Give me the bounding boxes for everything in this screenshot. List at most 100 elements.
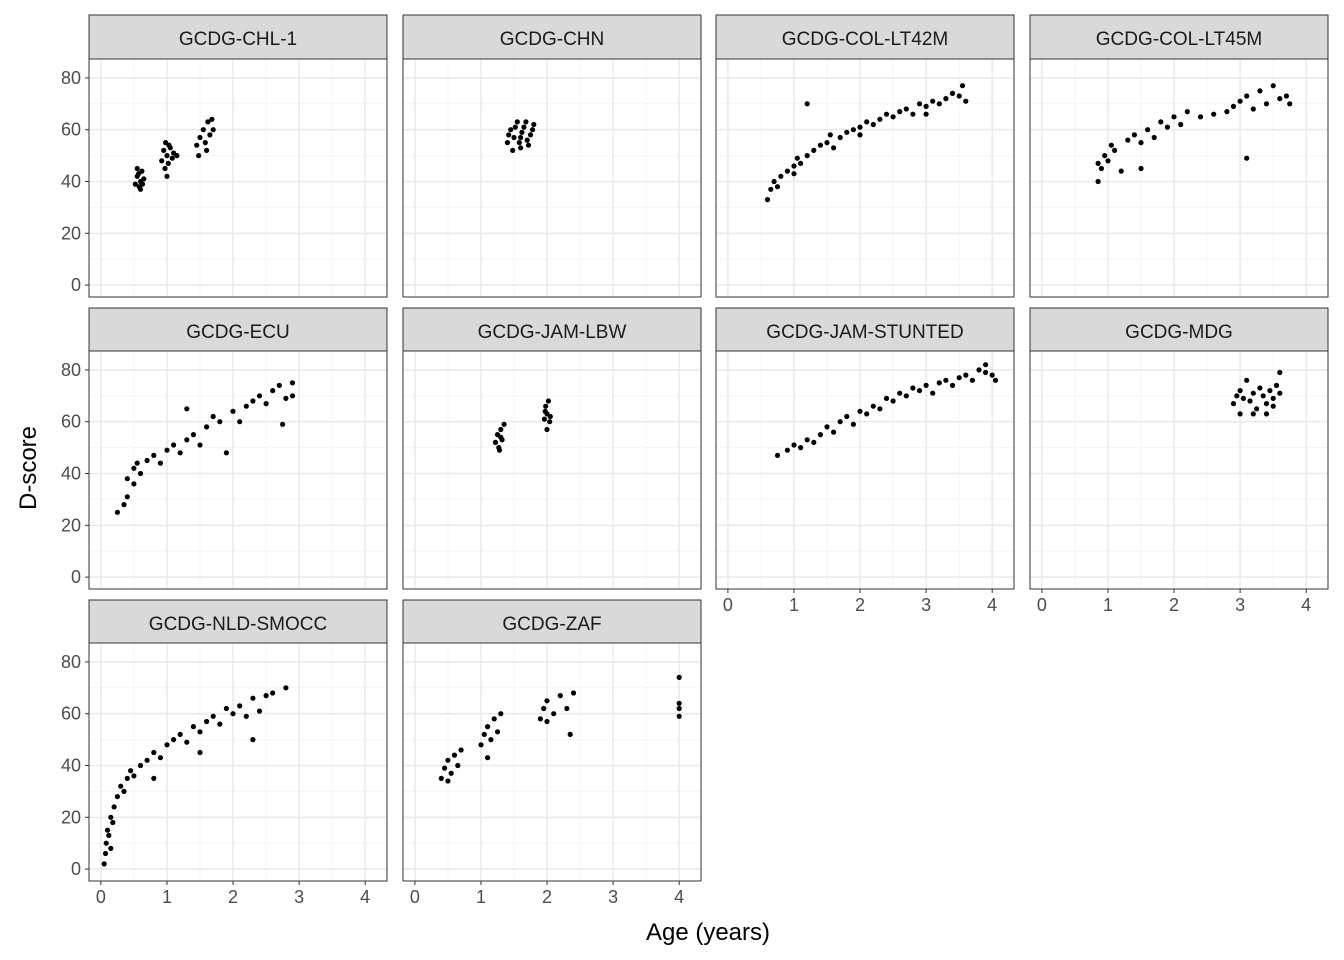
facet-panel: GCDG-CHN	[402, 14, 702, 298]
data-point	[519, 129, 525, 135]
data-point	[1145, 127, 1151, 133]
data-point	[217, 419, 223, 425]
data-point	[1184, 109, 1190, 115]
data-point	[798, 160, 804, 166]
data-point	[184, 406, 190, 412]
data-point	[949, 382, 956, 388]
data-point	[784, 447, 791, 453]
data-point	[1151, 134, 1157, 141]
data-point	[164, 153, 170, 159]
data-point	[910, 111, 916, 117]
x-tick-label: 4	[987, 595, 997, 615]
facet-panel: GCDG-JAM-LBW	[402, 307, 702, 590]
data-point	[768, 186, 774, 192]
data-point	[445, 757, 451, 763]
data-point	[811, 439, 817, 445]
data-point	[1237, 98, 1243, 104]
data-point	[174, 153, 180, 159]
data-point	[169, 155, 175, 161]
data-point	[824, 424, 830, 430]
data-point	[1263, 411, 1270, 417]
data-point	[134, 460, 140, 466]
data-point	[165, 160, 171, 166]
data-point	[492, 439, 499, 445]
x-tick-label: 4	[674, 887, 684, 907]
facet-panel: GCDG-COL-LT42M	[715, 14, 1015, 298]
data-point	[210, 413, 216, 420]
data-point	[1283, 93, 1289, 99]
data-point	[850, 127, 857, 133]
data-point	[1224, 109, 1230, 115]
data-point	[1250, 106, 1256, 112]
data-point	[202, 140, 208, 146]
data-point	[992, 377, 999, 383]
data-point	[798, 445, 804, 451]
data-point	[774, 184, 781, 190]
y-tick-label: 80	[61, 68, 81, 88]
data-point	[132, 181, 138, 187]
strip-label: GCDG-CHL-1	[179, 29, 297, 50]
data-point	[1230, 401, 1237, 407]
data-point	[197, 729, 203, 735]
data-point	[537, 716, 544, 722]
data-point	[131, 773, 137, 779]
y-tick-label: 80	[61, 652, 81, 672]
data-point	[458, 747, 464, 753]
y-tick-label: 60	[61, 120, 81, 140]
x-tick-label: 1	[476, 887, 486, 907]
data-point	[164, 173, 170, 179]
data-point	[283, 395, 289, 401]
data-point	[157, 460, 163, 466]
data-point	[111, 804, 117, 810]
data-point	[250, 398, 256, 404]
data-point	[1102, 153, 1108, 159]
data-point	[478, 742, 484, 748]
data-point	[110, 819, 116, 826]
data-point	[144, 457, 150, 464]
data-point	[923, 103, 929, 109]
data-point	[936, 380, 942, 386]
data-point	[1230, 103, 1237, 109]
data-point	[791, 163, 797, 169]
strip-background	[402, 307, 702, 352]
data-point	[276, 382, 282, 388]
strip-background	[88, 14, 388, 60]
y-tick-label: 0	[71, 275, 81, 295]
panel-background	[403, 643, 701, 881]
data-point	[804, 437, 810, 443]
data-point	[1138, 140, 1144, 146]
data-point	[171, 737, 177, 743]
x-tick-label: 0	[410, 887, 420, 907]
data-point	[108, 845, 114, 852]
data-point	[190, 724, 196, 730]
data-point	[811, 147, 817, 153]
data-point	[850, 421, 857, 427]
data-point	[491, 716, 497, 722]
data-point	[164, 742, 170, 748]
x-tick-label: 1	[162, 887, 172, 907]
data-point	[983, 369, 989, 376]
data-point	[207, 132, 213, 138]
data-point	[139, 181, 146, 187]
data-point	[1178, 121, 1184, 128]
data-point	[141, 176, 147, 182]
data-point	[498, 426, 504, 433]
data-point	[243, 403, 249, 409]
facet-panel: GCDG-COL-LT45M	[1029, 14, 1329, 298]
data-point	[1237, 388, 1243, 394]
data-point	[1244, 93, 1250, 99]
data-point	[118, 783, 124, 789]
strip-label: GCDG-ECU	[186, 322, 289, 343]
data-point	[151, 452, 157, 458]
data-point	[106, 832, 112, 839]
data-point	[817, 142, 824, 148]
data-point	[676, 713, 682, 719]
data-point	[784, 168, 791, 174]
data-point	[485, 755, 491, 761]
data-point	[864, 119, 870, 125]
data-point	[1273, 382, 1280, 388]
data-point	[451, 752, 458, 758]
x-tick-label: 4	[1301, 595, 1311, 615]
data-point	[963, 98, 969, 104]
data-point	[1125, 137, 1131, 143]
